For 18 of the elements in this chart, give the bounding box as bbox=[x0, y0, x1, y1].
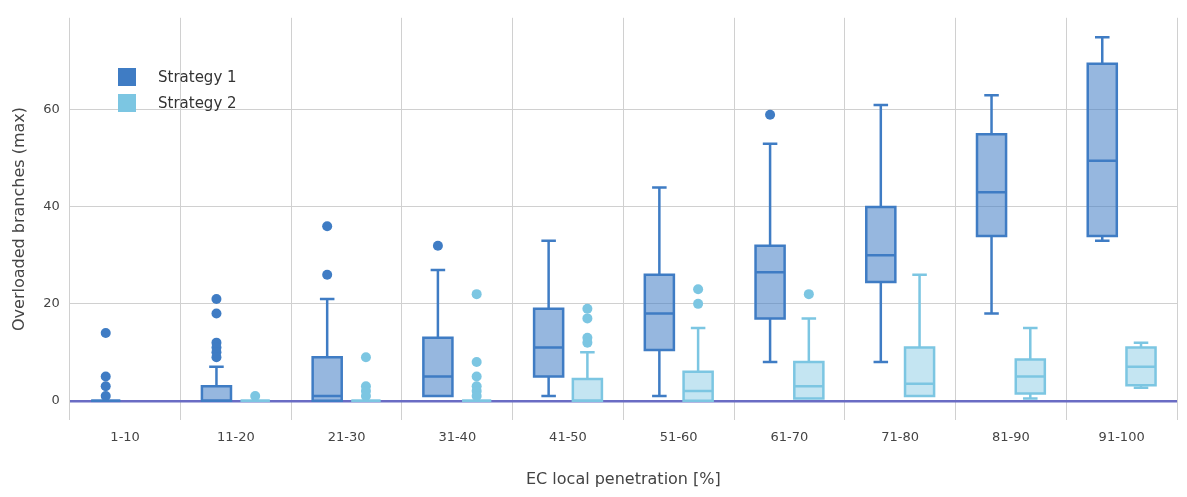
x-tick-label: 81-90 bbox=[992, 429, 1030, 445]
y-tick-label: 60 bbox=[43, 101, 60, 117]
x-tick-label: 61-70 bbox=[770, 429, 809, 445]
x-tick-label: 91-100 bbox=[1098, 429, 1145, 445]
y-tick-label: 0 bbox=[51, 392, 60, 408]
y-tick-label: 40 bbox=[43, 198, 60, 214]
legend-label: Strategy 1 bbox=[158, 67, 237, 88]
x-tick-label: 51-60 bbox=[659, 429, 698, 445]
x-tick-label: 11-20 bbox=[216, 429, 255, 445]
x-tick-label: 71-80 bbox=[881, 429, 920, 445]
x-tick-label: 31-40 bbox=[438, 429, 477, 445]
x-tick-label: 41-50 bbox=[549, 429, 587, 445]
legend-label: Strategy 2 bbox=[158, 93, 237, 114]
x-axis-title: EC local penetration [%] bbox=[525, 468, 721, 488]
y-tick-label: 20 bbox=[43, 295, 60, 311]
x-tick-label: 21-30 bbox=[327, 429, 366, 445]
y-axis-title: Overloaded branches (max) bbox=[8, 107, 28, 331]
x-tick-label: 1-10 bbox=[110, 429, 140, 445]
